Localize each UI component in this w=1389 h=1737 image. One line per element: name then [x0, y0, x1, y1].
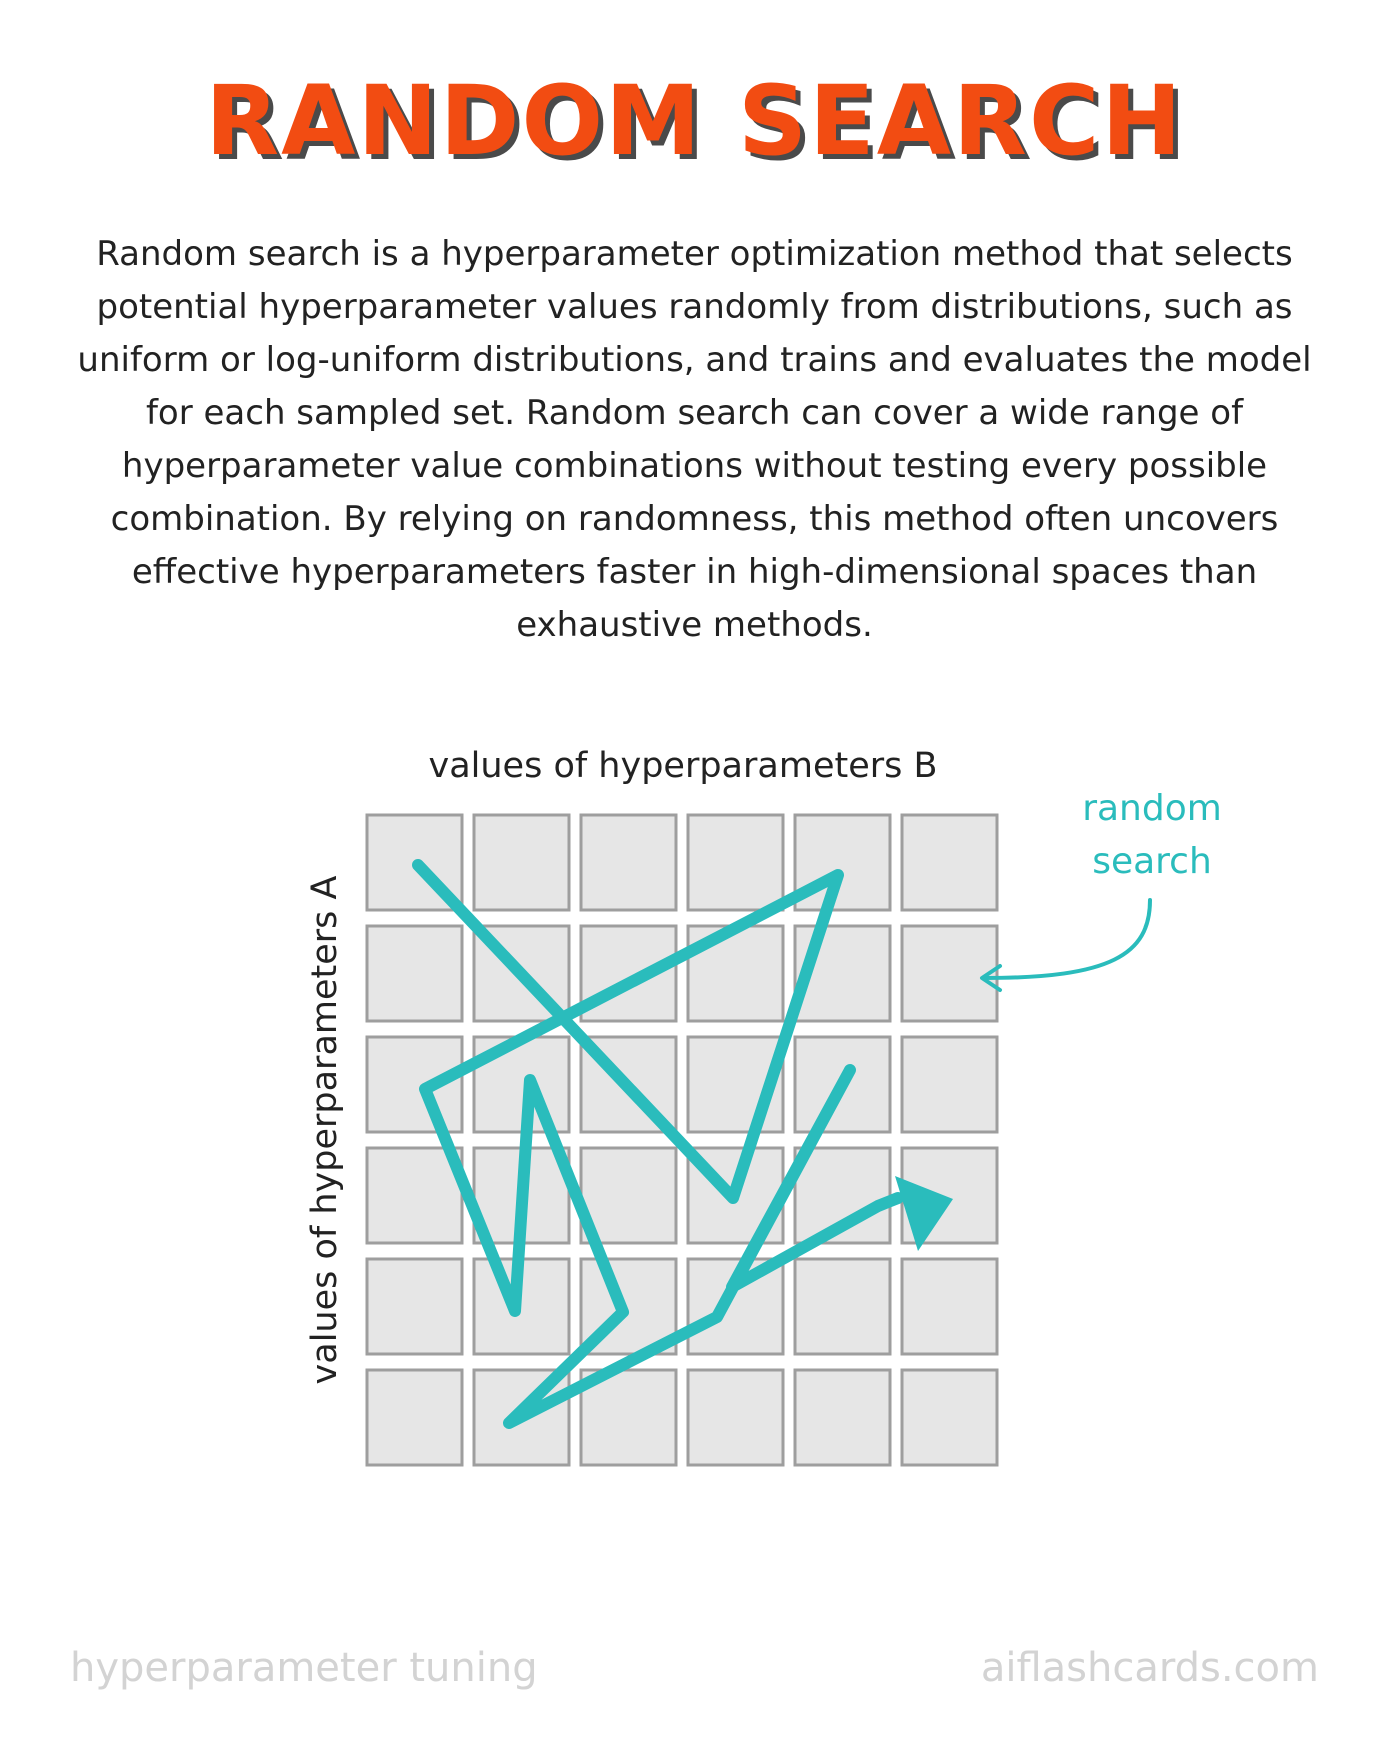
grid-cell — [900, 1257, 999, 1356]
annotation-arrow-head — [980, 964, 1002, 992]
grid-cell — [900, 813, 999, 912]
grid-cell — [365, 1146, 464, 1245]
grid-cell — [900, 1368, 999, 1467]
grid-cell — [686, 813, 785, 912]
grid-cell — [579, 1368, 678, 1467]
page-title: RANDOM SEARCH — [205, 65, 1184, 177]
grid-cell — [900, 924, 999, 1023]
description-text: Random search is a hyperparameter optimi… — [77, 234, 1312, 645]
grid-cell — [472, 813, 571, 912]
grid-cell — [365, 1035, 464, 1134]
grid-cell — [365, 924, 464, 1023]
grid-cell — [365, 1368, 464, 1467]
grid-cell — [686, 1368, 785, 1467]
annotation-random-label: random — [1082, 788, 1222, 829]
grid-cell — [579, 813, 678, 912]
annotation-search-label: search — [1092, 841, 1212, 882]
x-axis-label: values of hyperparameters B — [428, 746, 937, 786]
y-axis-label: values of hyperparameters A — [305, 875, 345, 1384]
footer-site: aiflashcards.com — [980, 1645, 1319, 1691]
grid-cell — [793, 1257, 892, 1356]
grid-cell — [900, 1035, 999, 1134]
grid-cell — [793, 1368, 892, 1467]
grid-cell — [365, 1257, 464, 1356]
annotation-arrow-line — [983, 898, 1152, 980]
footer-topic: hyperparameter tuning — [70, 1645, 538, 1691]
random-search-path — [412, 859, 904, 1429]
path-arrowhead — [895, 1176, 953, 1251]
grid-cell — [579, 1146, 678, 1245]
